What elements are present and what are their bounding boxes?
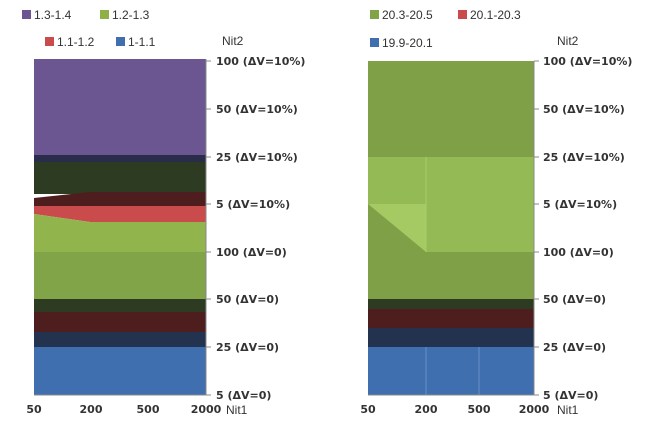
right-y-tick-5: 5 (ΔV=10%) [543,198,617,211]
left-legend-label-1: 1.3-1.4 [34,8,72,22]
right-x-tick-4: 2000 [519,403,550,416]
right-x-tick-2: 200 [415,403,438,416]
left-legend-swatch-3 [45,37,54,46]
left-y-tick-4: 100 (ΔV=0) [216,246,287,259]
right-y-tick-8: 100 (ΔV=10%) [543,55,632,68]
right-region-maroon [368,309,534,328]
left-legend-label-4: 1-1.1 [128,35,156,49]
left-y-tick-7: 50 (ΔV=10%) [216,103,298,116]
left-y-tick-3: 50 (ΔV=0) [216,293,279,306]
right-y-tick-2: 25 (ΔV=0) [543,341,606,354]
right-legend-label-1: 20.3-20.5 [382,8,433,22]
right-x-axis-title: Nit1 [557,403,579,417]
right-x-tick-1: 50 [360,403,376,416]
left-legend-swatch-4 [116,37,125,46]
left-region-blue [34,347,206,395]
right-x-tick-3: 500 [468,403,491,416]
left-region-olive [34,252,206,299]
left-legend-label-2: 1.2-1.3 [112,8,150,22]
left-region-maroon-2 [34,312,206,332]
right-legend-swatch-1 [370,10,379,19]
left-legend-swatch-2 [100,10,109,19]
right-y-tick-3: 50 (ΔV=0) [543,293,606,306]
right-legend-swatch-2 [458,10,467,19]
left-region-red [34,206,206,222]
right-region-navy [368,328,534,347]
left-y-axis-title: Nit2 [222,34,244,48]
left-x-tick-1: 50 [26,403,42,416]
right-axes: 5 (ΔV=0) 25 (ΔV=0) 50 (ΔV=0) 100 (ΔV=0) … [360,34,632,417]
left-x-tick-3: 500 [137,403,160,416]
left-axes: 5 (ΔV=0) 25 (ΔV=0) 50 (ΔV=0) 100 (ΔV=0) … [26,34,305,417]
left-y-tick-6: 25 (ΔV=10%) [216,151,298,164]
right-y-tick-6: 25 (ΔV=10%) [543,151,625,164]
right-legend: 20.3-20.5 20.1-20.3 19.9-20.1 [370,8,521,50]
left-region-light-green [34,214,206,252]
right-legend-label-3: 19.9-20.1 [382,36,433,50]
right-y-axis-title: Nit2 [557,34,579,48]
left-region-dark-green-2 [34,299,206,312]
left-x-axis-title: Nit1 [226,403,248,417]
left-x-tick-2: 200 [80,403,103,416]
left-x-tick-4: 2000 [191,403,222,416]
right-plot-area [368,61,534,395]
left-plot-area [34,59,206,395]
right-y-tick-1: 5 (ΔV=0) [543,389,598,402]
left-legend-swatch-1 [22,10,31,19]
left-region-purple [34,59,206,157]
left-region-maroon [34,192,206,206]
right-y-tick-4: 100 (ΔV=0) [543,246,614,259]
left-region-dark-green [34,162,206,194]
left-y-tick-2: 25 (ΔV=0) [216,341,279,354]
left-y-tick-5: 5 (ΔV=10%) [216,198,290,211]
right-legend-swatch-3 [370,38,379,47]
left-chart: 1.3-1.4 1.2-1.3 1.1-1.2 1-1.1 [22,8,305,417]
right-chart: 20.3-20.5 20.1-20.3 19.9-20.1 [360,8,632,417]
left-y-tick-8: 100 (ΔV=10%) [216,55,305,68]
left-legend-label-3: 1.1-1.2 [57,35,95,49]
right-legend-label-2: 20.1-20.3 [470,8,521,22]
left-legend: 1.3-1.4 1.2-1.3 1.1-1.2 1-1.1 [22,8,156,49]
left-region-navy [34,332,206,347]
right-region-olive-wedge [368,204,426,252]
left-y-tick-1: 5 (ΔV=0) [216,389,271,402]
right-region-dark-green [368,299,534,309]
left-region-navy-band [34,155,206,163]
right-region-blue [368,347,534,395]
right-y-tick-7: 50 (ΔV=10%) [543,103,625,116]
